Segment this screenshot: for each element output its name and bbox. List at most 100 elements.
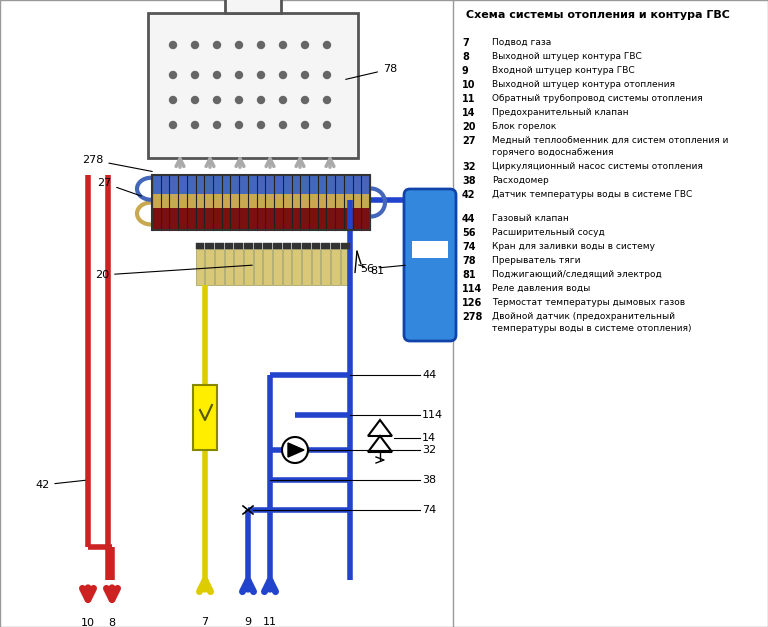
Circle shape [214,41,220,48]
Bar [302,250,311,285]
Circle shape [257,97,264,103]
Bar [331,250,339,285]
Text: Выходной штуцер контура ГВС: Выходной штуцер контура ГВС [492,52,642,61]
Circle shape [191,97,198,103]
Circle shape [236,41,243,48]
Circle shape [257,41,264,48]
Text: Расширительный сосуд: Расширительный сосуд [492,228,604,237]
Bar [244,250,253,285]
Bar [293,250,301,285]
Circle shape [323,71,330,78]
Bar [341,250,349,285]
Text: 278: 278 [82,155,152,171]
Bar [152,175,370,194]
Circle shape [323,97,330,103]
Circle shape [191,122,198,129]
Text: Двойной датчик (предохранительный: Двойной датчик (предохранительный [492,312,675,321]
Bar [312,250,320,285]
Text: Медный теплообменник для систем отопления и: Медный теплообменник для систем отоплени… [492,136,728,145]
Text: 7: 7 [201,617,209,627]
Text: 81: 81 [462,270,475,280]
Text: 126: 126 [0,626,1,627]
Circle shape [302,71,309,78]
Bar [273,243,282,249]
Circle shape [214,71,220,78]
Circle shape [302,97,309,103]
Circle shape [236,97,243,103]
Bar [196,250,204,285]
Text: 42: 42 [35,480,85,490]
Text: 78: 78 [346,64,397,80]
Bar [412,241,448,258]
Bar [253,243,263,249]
Bar [215,250,223,285]
Text: Выходной штуцер контура отопления: Выходной штуцер контура отопления [492,80,675,89]
Bar [215,243,223,249]
Bar [234,243,243,249]
Circle shape [280,97,286,103]
Text: 44: 44 [422,370,436,380]
Text: 20: 20 [462,122,475,132]
Text: 114: 114 [462,284,482,294]
Circle shape [280,122,286,129]
Circle shape [257,122,264,129]
Text: Схема системы отопления и контура ГВС: Схема системы отопления и контура ГВС [466,10,730,20]
Circle shape [170,97,177,103]
Circle shape [323,122,330,129]
Text: 11: 11 [462,94,475,104]
Bar [196,243,204,249]
Bar [341,243,349,249]
Circle shape [236,71,243,78]
Text: Поджигающий/следящий электрод: Поджигающий/следящий электрод [492,270,662,279]
Text: горячего водоснабжения: горячего водоснабжения [492,148,614,157]
Circle shape [280,71,286,78]
Text: 74: 74 [462,242,475,252]
Polygon shape [288,443,304,457]
Text: 14: 14 [422,433,436,443]
Bar [283,250,291,285]
Text: 7: 7 [462,38,468,48]
Text: 32: 32 [462,162,475,172]
Bar [322,243,330,249]
Text: 9: 9 [244,617,252,627]
Circle shape [191,71,198,78]
Bar [234,250,243,285]
Circle shape [257,71,264,78]
Text: Предохранительный клапан: Предохранительный клапан [492,108,629,117]
Bar [253,250,263,285]
Text: 42: 42 [462,190,475,200]
Circle shape [236,122,243,129]
Bar [224,243,233,249]
Text: 44: 44 [462,214,475,224]
Text: Термостат температуры дымовых газов: Термостат температуры дымовых газов [492,298,685,307]
Text: Обратный трубопровод системы отопления: Обратный трубопровод системы отопления [492,94,703,103]
Text: 20: 20 [95,265,252,280]
Text: 10: 10 [81,618,95,627]
Circle shape [282,437,308,463]
Bar [148,13,358,158]
Bar [293,243,301,249]
Bar [205,243,214,249]
Bar [312,243,320,249]
Text: 38: 38 [422,475,436,485]
Circle shape [170,71,177,78]
Text: 126: 126 [462,298,482,308]
Bar [322,250,330,285]
Text: 14: 14 [462,108,475,118]
Text: 56: 56 [360,264,406,274]
Text: Циркуляционный насос системы отопления: Циркуляционный насос системы отопления [492,162,703,171]
Text: 27: 27 [462,136,475,146]
Circle shape [323,41,330,48]
Text: Расходомер: Расходомер [492,176,549,185]
Text: 9: 9 [462,66,468,76]
Text: 56: 56 [462,228,475,238]
Text: 74: 74 [422,505,436,515]
Bar [273,250,282,285]
Circle shape [302,122,309,129]
Text: Датчик температуры воды в системе ГВС: Датчик температуры воды в системе ГВС [492,190,692,199]
Circle shape [302,41,309,48]
Text: Газовый клапан: Газовый клапан [492,214,569,223]
Text: 32: 32 [422,445,436,455]
Bar [283,243,291,249]
Bar [302,243,311,249]
